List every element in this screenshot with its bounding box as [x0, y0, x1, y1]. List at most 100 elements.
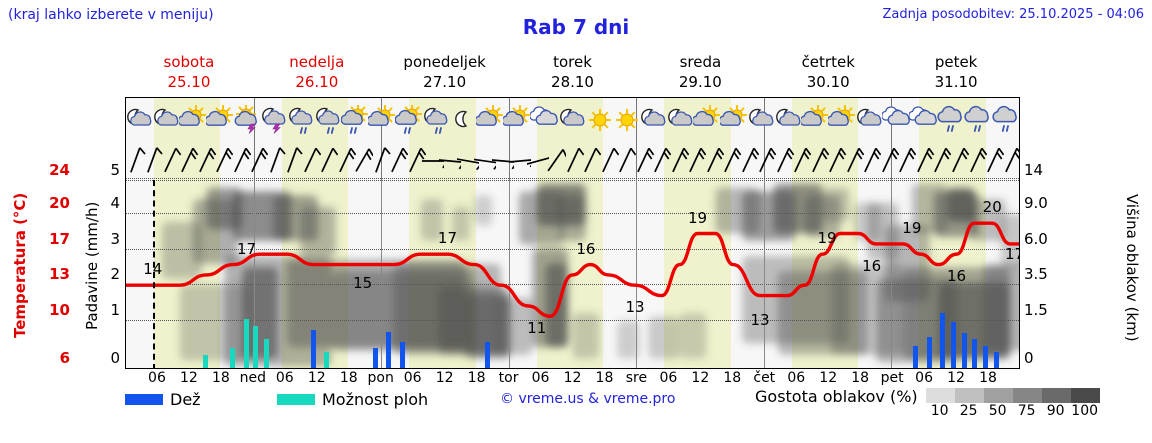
precip-bar-rain [484, 342, 490, 368]
gridline [126, 284, 1019, 285]
time-tick: 06 [531, 370, 550, 386]
wind-barb [949, 142, 969, 180]
precip-bar-shower [323, 351, 329, 368]
temperature-label: 13 [625, 298, 645, 317]
wind-barb [669, 142, 689, 180]
time-tick: 18 [211, 370, 230, 386]
gridline [126, 213, 1019, 214]
weather-icon-sun-cloud [719, 98, 748, 142]
cloud-density-legend: Gostota oblakov (%) 10 25 50 75 90 100 [755, 388, 1100, 420]
day-date: 31.10 [934, 73, 978, 91]
copyright-text[interactable]: © vreme.us & vreme.pro [500, 391, 676, 407]
wind-barb [792, 142, 812, 180]
time-tick: 18 [723, 370, 742, 386]
wind-barb [897, 142, 917, 180]
cloud-tick-9.0: 9.0 [1024, 194, 1048, 212]
weather-icon-sun-cloud [476, 98, 505, 142]
wind-barb [284, 142, 304, 180]
wind-barb [144, 142, 163, 180]
temp-tick-13: 13 [49, 265, 70, 283]
wind-barb [301, 142, 321, 180]
day-header-petek: petek 31.10 [892, 52, 1020, 96]
wind-barb [651, 142, 672, 180]
precip-bar-shower [230, 347, 236, 368]
cloud-density-step [954, 388, 984, 403]
day-date: 27.10 [423, 73, 467, 91]
day-name: sreda [679, 53, 722, 71]
wind-barb [1002, 142, 1019, 180]
weather-icon-cloud-rain [964, 98, 992, 142]
wind-barb-strip [126, 142, 1019, 180]
weather-icon-sun-cloud-thunder [234, 98, 261, 142]
weather-icon-sun-cloud [178, 98, 207, 142]
time-tick: 18 [851, 370, 870, 386]
cloud-density-stop: 25 [959, 403, 978, 419]
temp-tick-6: 6 [59, 349, 70, 367]
wind-barb [564, 142, 584, 180]
top-header-bar: (kraj lahko izberete v meniju) Rab 7 dni… [0, 0, 1152, 39]
time-tick: sre [625, 370, 648, 386]
weather-icon-cloud-rain [991, 98, 1019, 142]
day-header-sobota: sobota 25.10 [125, 52, 253, 96]
temperature-label: 20 [982, 198, 1002, 217]
weather-icon-moon [451, 98, 478, 142]
wind-barb [862, 142, 882, 180]
page-title: Rab 7 dni [522, 15, 630, 39]
weather-icon-cloud-rain [937, 98, 965, 142]
time-tick: 18 [979, 370, 997, 386]
precip-bar-shower [203, 355, 209, 368]
precip-bar-rain [926, 337, 932, 368]
weather-icon-moon-cloud [667, 98, 694, 142]
weather-icon-moon-cloud-rain [315, 98, 342, 142]
precip-bar-rain [940, 313, 946, 368]
cloud-density-step [983, 388, 1013, 403]
time-tick: 12 [819, 370, 838, 386]
temperature-label: 13 [750, 310, 770, 329]
precip-bar-rain [386, 331, 392, 368]
weather-icon-moon-cloud [640, 98, 667, 142]
precip-tick-3: 3 [110, 230, 120, 248]
precip-tick-0: 0 [110, 349, 120, 367]
weather-icon-cloud [909, 98, 938, 142]
cloud-density-stop: 75 [1017, 403, 1036, 419]
day-header-nedelja: nedelja 26.10 [253, 52, 381, 96]
cloud-density-step [1070, 388, 1100, 403]
wind-barb [616, 142, 637, 180]
wind-barb [827, 142, 847, 180]
wind-barb [932, 142, 952, 180]
weather-icon-moon-cloud [559, 98, 586, 142]
time-tick: pet [880, 370, 904, 386]
chart-plot-area: 141715171116131913191619162017 [126, 180, 1019, 369]
cloud-density-stop: 50 [988, 403, 1007, 419]
wind-barb [739, 142, 759, 180]
temperature-label: 16 [946, 267, 967, 286]
precip-tick-2: 2 [110, 265, 120, 283]
day-date: 28.10 [551, 73, 594, 91]
cloud-density-step [1041, 388, 1071, 403]
wind-barb [722, 142, 742, 180]
weather-icon-moon-cloud [776, 98, 803, 142]
precip-bar-rain [993, 351, 999, 368]
wind-barb [196, 142, 216, 180]
precip-tick-1: 1 [110, 301, 120, 319]
weather-icon-cloud [530, 98, 559, 142]
meteogram-plot[interactable]: 141715171116131913191619162017 [125, 97, 1020, 369]
weather-icon-sun-cloud [828, 98, 857, 142]
cloud-tick-14: 14 [1024, 161, 1044, 179]
day-date: 26.10 [295, 73, 339, 91]
menu-hint-text: (kraj lahko izberete v meniju) [8, 7, 214, 23]
chart-day-separator [636, 180, 638, 368]
wind-barb [161, 142, 181, 180]
wind-barb [266, 142, 286, 180]
day-name: nedelja [289, 53, 345, 71]
time-axis: 06 12 18 ned 06 12 18 pon 06 12 18 tor 06 12 18 sre 06 12… [125, 370, 1020, 388]
cloud-density-color-bar [925, 388, 1100, 403]
gridline [126, 368, 1019, 369]
day-header-četrtek: četrtek 30.10 [764, 52, 892, 96]
chart-day-separator [508, 180, 510, 368]
temperature-label: 16 [862, 256, 882, 275]
wind-barb [581, 142, 602, 180]
wind-barb [809, 142, 829, 180]
weather-icon-moon-cloud [748, 98, 775, 142]
time-tick: 18 [339, 370, 358, 386]
